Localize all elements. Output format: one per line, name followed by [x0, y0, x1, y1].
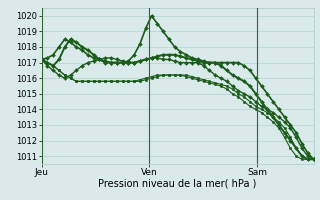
X-axis label: Pression niveau de la mer( hPa ): Pression niveau de la mer( hPa )	[99, 179, 257, 189]
